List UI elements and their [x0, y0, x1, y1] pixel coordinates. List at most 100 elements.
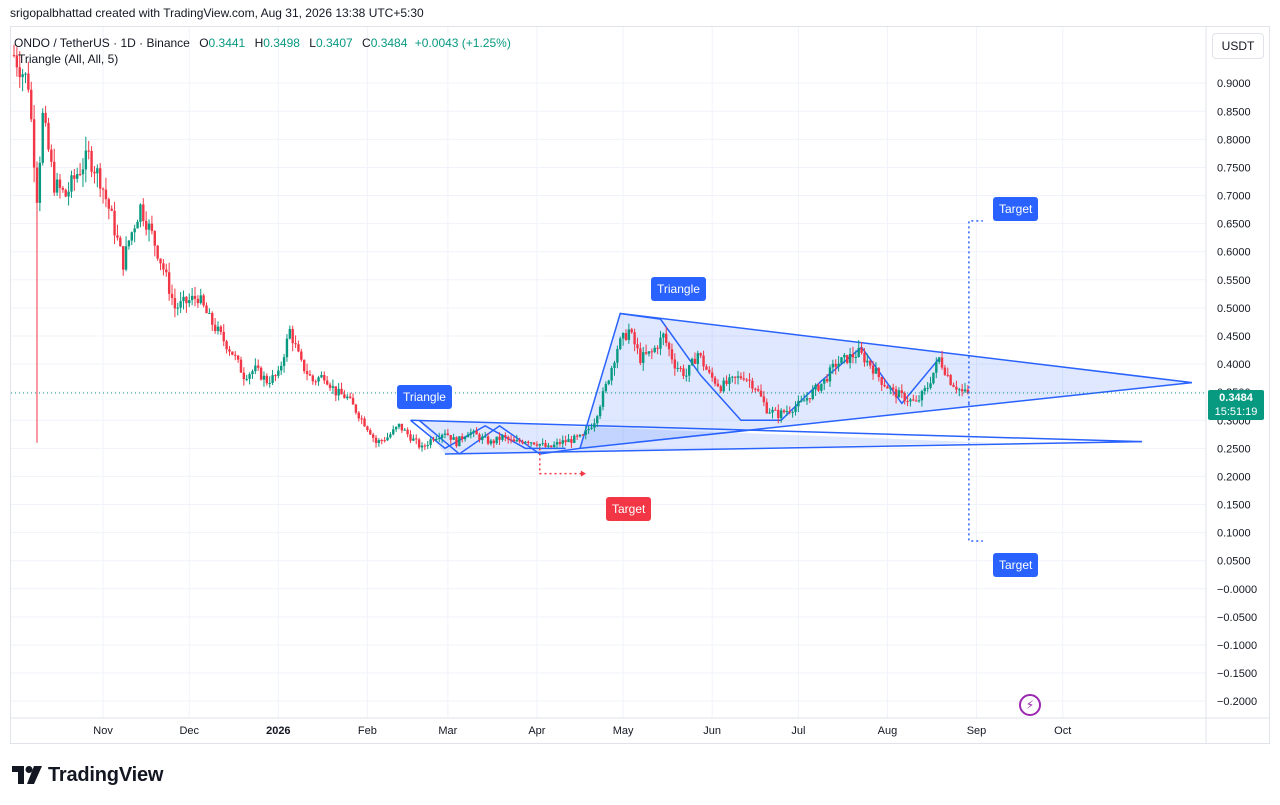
chart-frame[interactable] [10, 26, 1270, 744]
candle-body [70, 175, 73, 192]
candle-body [331, 386, 335, 388]
price-tick-label: 0.0500 [1217, 556, 1251, 568]
candle-body [966, 389, 970, 394]
candle-body [248, 374, 251, 379]
candle-body [725, 380, 728, 384]
candle-body [748, 379, 751, 381]
candle-body [906, 401, 909, 403]
candle-body [532, 442, 536, 445]
candle-body [538, 444, 541, 446]
triangle-label-1[interactable]: Triangle [397, 385, 452, 409]
time-tick-label: Dec [179, 725, 199, 737]
candle-body [762, 396, 766, 403]
price-tick-label: 0.4000 [1217, 359, 1251, 371]
candle-body [328, 384, 332, 388]
candle-body [742, 378, 745, 380]
candle-body [731, 376, 734, 378]
candle-body [374, 437, 378, 444]
candles-layer [12, 44, 970, 452]
candle-body [366, 426, 369, 431]
candle-body [848, 353, 852, 363]
candle-body [598, 406, 602, 417]
time-tick-label: Jul [791, 725, 805, 737]
candle-body [179, 301, 182, 308]
candle-body [705, 366, 708, 370]
lightning-icon[interactable]: ⚡ [1019, 694, 1041, 716]
candle-body [213, 324, 217, 331]
candle-body [501, 435, 504, 440]
target-label-up[interactable]: Target [993, 197, 1039, 221]
candle-body [716, 383, 720, 387]
candle-body [880, 377, 883, 385]
candle-body [851, 353, 855, 358]
candle-body [481, 436, 484, 440]
candle-body [515, 439, 519, 442]
price-tick-label: −0.0500 [1217, 612, 1257, 624]
candle-body [590, 427, 593, 429]
candle-body [825, 378, 829, 382]
legend-indicator[interactable]: Triangle (All, All, 5) [18, 52, 119, 66]
candle-body [363, 418, 366, 427]
candle-body [647, 351, 651, 354]
legend-symbol[interactable]: ONDO / TetherUS · 1D · Binance [14, 36, 190, 50]
candle-body [860, 347, 863, 353]
candle-body [621, 333, 625, 339]
candle-body [909, 399, 912, 402]
candle-body [610, 367, 613, 381]
candle-body [869, 360, 872, 366]
legend-low-label: L [309, 36, 316, 50]
candle-body [294, 343, 297, 345]
candle-body [12, 55, 16, 57]
candle-body [932, 372, 935, 384]
candle-body [73, 175, 76, 179]
candle-body [636, 344, 639, 349]
candle-body [136, 221, 139, 229]
candle-body [205, 305, 208, 314]
target-label-low[interactable]: Target [993, 553, 1039, 577]
candle-body [837, 363, 840, 367]
candle-body [400, 423, 404, 431]
candle-body [820, 383, 823, 391]
candle-body [567, 439, 570, 443]
time-tick-label: Jun [703, 725, 721, 737]
candle-body [935, 361, 938, 373]
target-label-down[interactable]: Target [606, 497, 652, 521]
candle-body [917, 400, 921, 402]
candle-body [564, 440, 567, 443]
price-tick-label: 0.2000 [1217, 471, 1251, 483]
candle-body [271, 375, 274, 384]
candle-body [673, 359, 677, 369]
candle-body [791, 411, 794, 413]
candle-body [30, 89, 33, 120]
candle-body [127, 240, 131, 247]
currency-button[interactable]: USDT [1212, 33, 1264, 59]
candle-body [570, 439, 573, 443]
candle-body [889, 387, 892, 389]
time-tick-label: Sep [967, 725, 987, 737]
candle-body [739, 376, 743, 379]
candle-body [354, 404, 358, 413]
candle-body [81, 169, 85, 175]
candle-body [251, 371, 254, 375]
candle-body [458, 436, 461, 447]
candle-body [777, 409, 780, 419]
candle-body [561, 440, 564, 444]
triangle-label-2[interactable]: Triangle [651, 277, 706, 301]
tradingview-logo-icon [12, 766, 42, 784]
candle-body [139, 204, 142, 222]
candle-body [920, 391, 924, 401]
candle-body [463, 437, 467, 440]
tradingview-logo[interactable]: TradingView [12, 763, 163, 787]
candle-body [308, 374, 312, 376]
candle-body [656, 347, 659, 349]
candle-body [805, 398, 809, 401]
candle-body [188, 300, 191, 304]
candle-body [596, 416, 599, 424]
candle-body [670, 349, 674, 360]
legend-change: +0.0043 (+1.25%) [414, 36, 511, 50]
candle-body [44, 112, 47, 123]
candle-body [170, 293, 174, 299]
candle-body [751, 380, 754, 389]
candle-body [165, 269, 168, 273]
